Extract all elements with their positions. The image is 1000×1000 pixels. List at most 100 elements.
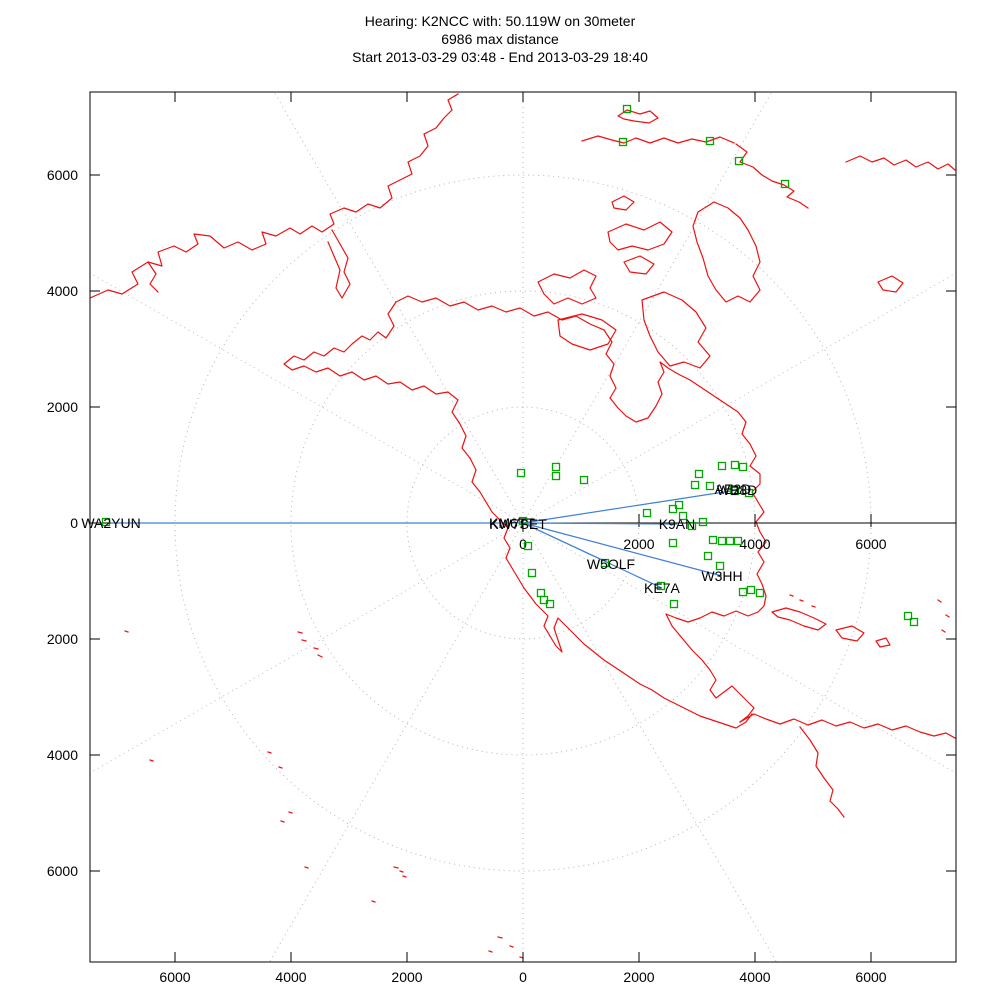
heard-station-marker [730, 460, 740, 470]
y-tick-label: 2000 [47, 399, 78, 415]
heard-station-marker [708, 535, 718, 545]
heard-station-marker [744, 488, 754, 498]
y-tick-label: 4000 [47, 747, 78, 763]
coastline-path [617, 109, 659, 124]
heard-station-marker [703, 551, 713, 561]
y-tick-label: 0 [70, 515, 78, 531]
coastline-path [124, 630, 524, 959]
coastline-path [789, 594, 816, 608]
heard-station-marker [746, 585, 756, 595]
radial-gridline-60deg [522, 272, 956, 524]
coastline-path [692, 201, 761, 303]
coastline-path [327, 229, 351, 299]
inner-radial-label: 2000 [623, 536, 654, 552]
station-label-ke7a: KE7A [644, 580, 680, 596]
x-tick-label: 2000 [623, 969, 654, 985]
heard-station-marker [669, 599, 679, 609]
x-tick-label: 6000 [855, 969, 886, 985]
heard-station-marker [780, 179, 790, 189]
coastline-path [283, 301, 471, 459]
heard-station-marker [730, 486, 740, 496]
y-tick-label: 4000 [47, 283, 78, 299]
radial-gridline-330deg [273, 92, 524, 524]
coastline-path [623, 255, 655, 275]
coastline-path [735, 143, 809, 209]
radial-gridline-300deg [90, 272, 524, 524]
heard-station-marker [523, 541, 533, 551]
x-tick-label: 4000 [275, 969, 306, 985]
y-tick-label: 2000 [47, 631, 78, 647]
heard-station-marker [705, 481, 715, 491]
coastline-path [90, 93, 459, 299]
station-label-k9an: K9AN [659, 516, 696, 532]
heard-station-marker [536, 588, 546, 598]
x-tick-label: 4000 [739, 969, 770, 985]
heard-station-marker [551, 462, 561, 472]
station-label-wb8d: WB8D [717, 482, 757, 498]
inner-radial-label: 6000 [855, 536, 886, 552]
heard-station-marker [527, 568, 537, 578]
heard-station-marker [903, 611, 913, 621]
heard-station-marker [715, 561, 725, 571]
heard-station-marker [725, 536, 735, 546]
heard-station-marker [687, 521, 697, 531]
heard-station-marker [516, 468, 526, 478]
coastline-path [611, 195, 635, 211]
coastline-path [469, 457, 753, 729]
heard-station-marker [518, 516, 528, 526]
heard-station-marker [101, 517, 111, 527]
heard-station-marker [738, 462, 748, 472]
coastline-path [875, 637, 891, 648]
heard-station-marker [551, 471, 561, 481]
coastline-path [607, 221, 673, 251]
x-tick-label: 0 [519, 969, 527, 985]
heard-station-marker [579, 475, 589, 485]
heard-station-marker [618, 137, 628, 147]
radial-gridline-210deg [268, 522, 524, 962]
heard-station-marker [755, 588, 765, 598]
coastline-path [845, 155, 956, 171]
heard-station-marker [694, 469, 704, 479]
radial-gridline-120deg [522, 522, 956, 774]
coastline-path [937, 599, 950, 633]
chart-title-line-1: Hearing: K2NCC with: 50.119W on 30meter [364, 13, 636, 29]
coastline-path [603, 329, 767, 723]
bearing-line-wb8d [522, 489, 738, 524]
bearing-line-ke7a [522, 522, 663, 589]
x-tick-label: 6000 [159, 969, 190, 985]
bearing-line-w3hh [522, 522, 723, 577]
heard-station-marker [733, 536, 743, 546]
inner-radial-label: 0 [519, 536, 527, 552]
coastline-path [835, 625, 865, 642]
heard-station-marker [678, 511, 688, 521]
coastline-path [877, 275, 904, 293]
station-label-wa2yun: WA2YUN [81, 515, 140, 531]
coastline-path [739, 713, 956, 739]
heard-station-marker [622, 104, 632, 114]
heard-station-marker [690, 480, 700, 490]
coastline-path [641, 291, 711, 369]
heard-station-marker [717, 536, 727, 546]
inner-radial-label: 4000 [739, 536, 770, 552]
heard-station-marker [909, 617, 919, 627]
station-label-ae2d: AE2D [715, 481, 752, 497]
heard-station-marker [545, 599, 555, 609]
bearing-line-k9an [522, 522, 677, 525]
heard-station-marker [698, 517, 708, 527]
radial-gridline-240deg [90, 522, 524, 774]
station-label-w5olf: W5OLF [587, 556, 635, 572]
heard-station-marker [674, 500, 684, 510]
station-label-km6tt: KM6TT [489, 515, 535, 531]
heard-station-marker [600, 558, 610, 568]
coastline-path [581, 135, 735, 144]
heard-station-marker [668, 538, 678, 548]
coastline-path [395, 295, 605, 331]
chart-title-block: Hearing: K2NCC with: 50.119W on 30meter … [0, 12, 1000, 66]
radial-gridline-150deg [522, 522, 778, 962]
y-tick-label: 6000 [47, 863, 78, 879]
chart-title-line-3: Start 2013-03-29 03:48 - End 2013-03-29 … [352, 49, 648, 65]
coastline-path [147, 261, 159, 293]
coastline-path [799, 726, 845, 818]
